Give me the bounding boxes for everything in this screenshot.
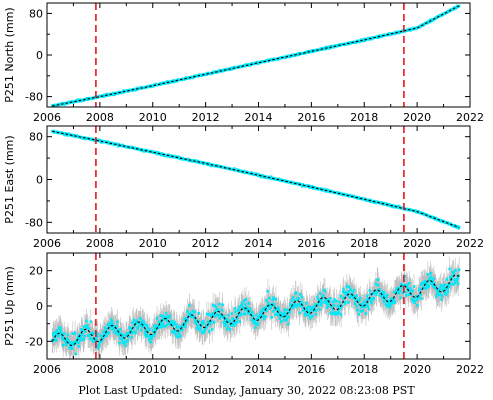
x-tick-label: 2008 <box>86 237 114 250</box>
x-tick-label: 2014 <box>245 237 273 250</box>
x-tick-label: 2006 <box>33 363 61 376</box>
panel-3: 2006 2008 2010 2012 2014 2016 2018 2020 2022 -20 0… <box>3 252 484 376</box>
x-tick-label: 2022 <box>456 111 484 124</box>
x-tick-label: 2016 <box>297 237 325 250</box>
y-tick-label: 80 <box>29 131 43 144</box>
x-tick-label: 2014 <box>245 111 273 124</box>
x-tick-label: 2020 <box>403 237 431 250</box>
x-tick-label: 2018 <box>350 363 378 376</box>
y-tick-label: -20 <box>25 335 43 348</box>
series-points <box>51 4 461 107</box>
y-tick-label: 0 <box>36 49 43 62</box>
y-tick-label: -80 <box>25 91 43 104</box>
panel-2: 2006 2008 2010 2012 2014 2016 2018 2020 2022 -80 0… <box>3 125 484 250</box>
x-tick-label: 2012 <box>192 111 220 124</box>
panel-1: 2006 2008 2010 2012 2014 2016 2018 2020 2022 -80 0… <box>3 2 484 124</box>
data-layer <box>51 256 461 359</box>
error-bars <box>52 256 460 359</box>
x-tick-label: 2014 <box>245 363 273 376</box>
y-tick-label: -80 <box>25 216 43 229</box>
y-axis-label: P251 Up (mm) <box>3 266 16 346</box>
x-tick-label: 2012 <box>192 237 220 250</box>
y-tick-label: 0 <box>36 300 43 313</box>
y-axis-label: P251 North (mm) <box>3 7 16 102</box>
x-tick-label: 2022 <box>456 363 484 376</box>
plot-updated-footer: Plot Last Updated: Sunday, January 30, 2… <box>78 384 415 397</box>
data-layer <box>51 129 461 230</box>
x-tick-label: 2022 <box>456 237 484 250</box>
x-tick-label: 2016 <box>297 111 325 124</box>
x-tick-label: 2016 <box>297 363 325 376</box>
x-tick-label: 2010 <box>139 363 167 376</box>
x-tick-label: 2020 <box>403 111 431 124</box>
plot-frame <box>46 2 471 108</box>
data-layer <box>51 4 461 107</box>
y-tick-label: 80 <box>29 7 43 20</box>
model-line <box>52 130 460 229</box>
series-points <box>51 129 461 230</box>
x-tick-label: 2020 <box>403 363 431 376</box>
x-tick-label: 2006 <box>33 237 61 250</box>
x-tick-label: 2006 <box>33 111 61 124</box>
x-tick-label: 2008 <box>86 111 114 124</box>
model-line <box>51 274 460 347</box>
x-tick-label: 2012 <box>192 363 220 376</box>
y-tick-label: 0 <box>36 174 43 187</box>
y-axis-label: P251 East (mm) <box>3 135 16 223</box>
x-tick-label: 2008 <box>86 363 114 376</box>
x-tick-label: 2018 <box>350 237 378 250</box>
x-tick-label: 2010 <box>139 111 167 124</box>
x-tick-label: 2018 <box>350 111 378 124</box>
x-tick-label: 2010 <box>139 237 167 250</box>
y-tick-label: 20 <box>29 265 43 278</box>
model-line <box>52 5 460 107</box>
